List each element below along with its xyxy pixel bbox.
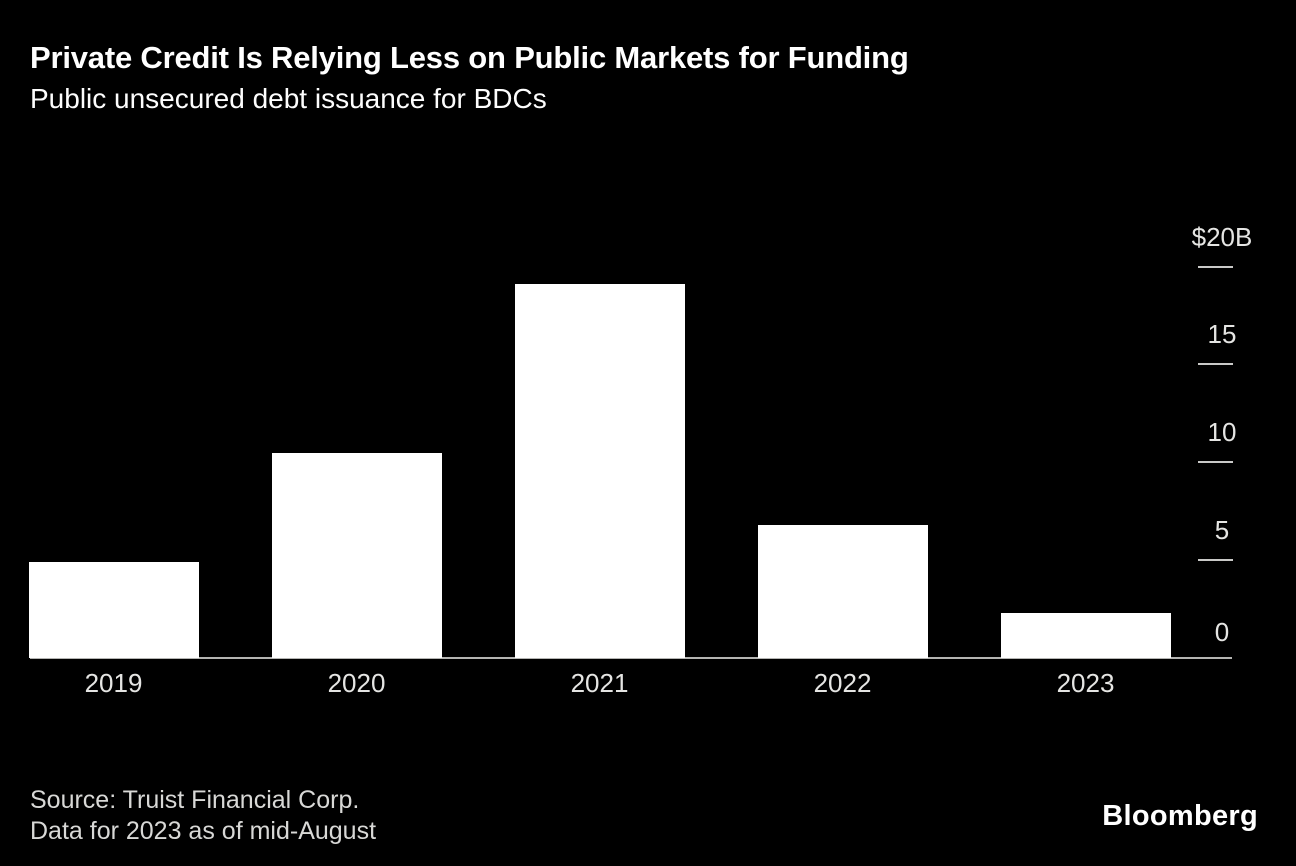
bar-2023 (1000, 613, 1171, 658)
y-axis-tick-20 (1198, 266, 1233, 268)
y-axis-label-20: $20B (1191, 222, 1253, 252)
source-line-2: Data for 2023 as of mid-August (30, 817, 377, 845)
x-axis-label-2019: 2019 (84, 668, 143, 698)
chart-subtitle: Public unsecured debt issuance for BDCs (30, 83, 547, 114)
bloomberg-logo: Bloomberg (1102, 800, 1258, 832)
x-axis-label-2020: 2020 (327, 668, 386, 698)
y-axis-label-5: 5 (1214, 515, 1230, 545)
bar-2019 (28, 562, 199, 658)
y-axis-label-0: 0 (1214, 617, 1230, 647)
source-line-1: Source: Truist Financial Corp. (30, 786, 360, 814)
x-axis-label-2022: 2022 (813, 668, 872, 698)
source-note: Source: Truist Financial Corp. Data for … (30, 785, 376, 847)
x-axis-label-2021: 2021 (570, 668, 629, 698)
y-axis-tick-15 (1198, 363, 1233, 365)
y-axis-tick-10 (1198, 461, 1233, 463)
y-axis-label-15: 15 (1207, 319, 1237, 349)
bar-2021 (514, 284, 685, 658)
x-axis-label-2023: 2023 (1056, 668, 1115, 698)
y-axis-label-10: 10 (1207, 417, 1237, 447)
bar-2022 (757, 525, 928, 658)
x-axis-line (30, 657, 1232, 659)
y-axis-tick-5 (1198, 559, 1233, 561)
bar-2020 (271, 453, 442, 658)
chart-title: Private Credit Is Relying Less on Public… (30, 40, 909, 75)
